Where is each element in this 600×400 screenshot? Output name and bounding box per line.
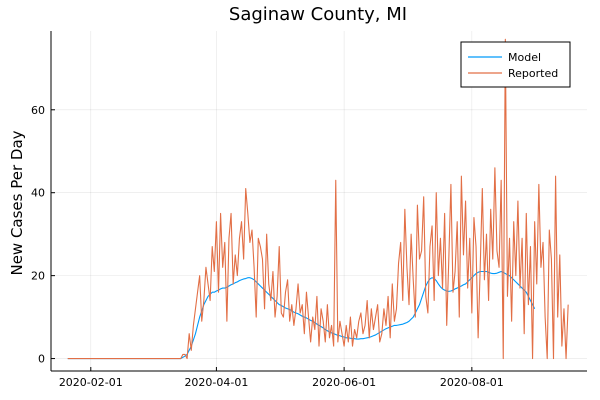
ticks-layer: 2020-02-01 2020-04-01 2020-06-01 2020-08-01… [31,104,504,389]
y-tick-label: 20 [31,270,45,283]
axes-layer [50,31,587,372]
y-tick-label: 40 [31,187,45,200]
legend: Model Reported [460,41,571,88]
y-tick-label: 0 [38,353,45,366]
series-line-reported [67,38,569,360]
chart-title: Saginaw County, MI [229,4,407,25]
y-tick-label: 60 [31,104,45,117]
legend-label-model: Model [508,51,541,64]
x-tick-label: 2020-02-01 [59,376,123,389]
series-layer [67,38,569,360]
x-tick-label: 2020-08-01 [440,376,504,389]
series-line-model [67,270,536,360]
x-tick-label: 2020-06-01 [312,376,376,389]
y-axis-label: New Cases Per Day [8,130,26,275]
x-tick-label: 2020-04-01 [184,376,248,389]
legend-box [460,41,571,88]
legend-label-reported: Reported [508,67,558,80]
